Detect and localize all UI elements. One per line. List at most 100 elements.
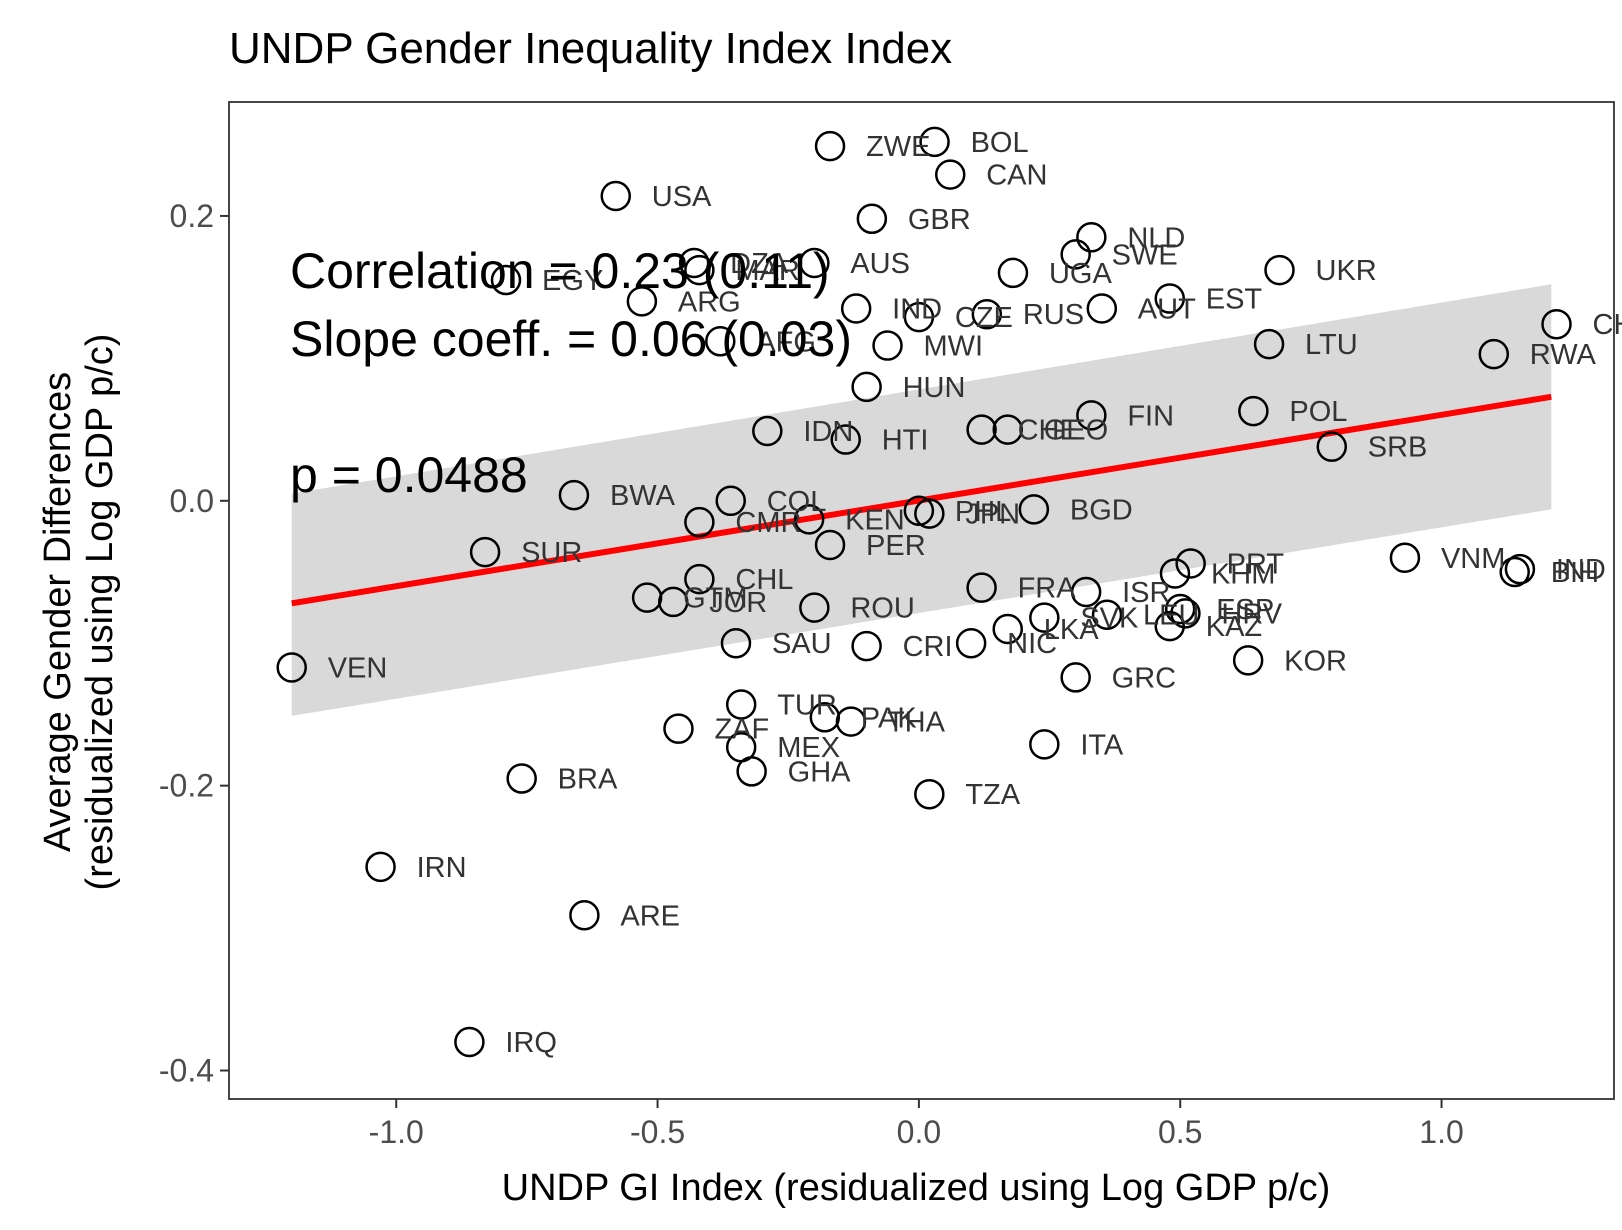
point-label: PAK: [861, 702, 918, 734]
point-label: COL: [767, 486, 827, 518]
point-label: MEX: [777, 732, 840, 764]
data-point: [1253, 328, 1285, 360]
point-label: KHM: [1211, 558, 1275, 590]
data-point: [851, 630, 882, 662]
data-point: [903, 495, 935, 527]
data-point: [1175, 548, 1206, 579]
data-point: [919, 126, 950, 158]
point-label: BWA: [610, 480, 676, 512]
point-label: JPN: [965, 499, 1020, 531]
data-point: [903, 301, 935, 333]
point-label: IND: [892, 294, 942, 326]
x-tick-label: 0.5: [1158, 1114, 1202, 1150]
point-label: BOL: [971, 127, 1029, 159]
point-label: USA: [652, 181, 712, 213]
point-label: IRN: [417, 852, 467, 884]
point-label: GTM: [683, 583, 747, 615]
point-label: CHN: [1593, 309, 1622, 341]
point-label: PRT: [1227, 548, 1285, 580]
point-label: ITA: [1080, 729, 1124, 761]
points-layer: [276, 126, 1572, 1058]
data-point: [840, 293, 872, 324]
point-label: LTU: [1305, 329, 1358, 361]
data-point: [966, 572, 997, 603]
point-label: KOR: [1284, 645, 1347, 677]
point-label: RWA: [1530, 339, 1597, 371]
point-label: ARE: [620, 900, 680, 932]
y-tick-label: -0.2: [159, 768, 214, 804]
data-point: [914, 498, 945, 529]
data-point: [600, 180, 632, 212]
y-tick-label: 0.2: [170, 198, 214, 234]
data-point: [1504, 553, 1536, 585]
point-label: UGA: [1049, 258, 1113, 290]
data-point: [490, 264, 522, 296]
data-point: [1060, 662, 1091, 693]
data-point: [851, 371, 882, 403]
point-label: EGY: [542, 265, 603, 297]
point-label: ROU: [850, 593, 914, 625]
point-label: BGD: [1070, 494, 1133, 526]
point-label: SVK: [1080, 603, 1139, 635]
data-point: [966, 414, 997, 445]
point-label: HUN: [903, 372, 966, 404]
data-point: [678, 247, 710, 279]
data-point: [835, 706, 867, 737]
data-point: [469, 536, 501, 568]
data-point: [657, 586, 689, 618]
data-point: [799, 247, 830, 279]
point-label: LKA: [1044, 614, 1099, 646]
data-point: [663, 713, 694, 744]
data-point: [1232, 645, 1264, 676]
chart-title: UNDP Gender Inequality Index Index: [229, 24, 952, 73]
point-label: IND: [1556, 554, 1606, 586]
data-point: [814, 529, 846, 561]
x-tick-label: 0.0: [897, 1114, 941, 1150]
data-point: [506, 763, 537, 794]
data-point: [1091, 599, 1123, 630]
data-point: [715, 485, 746, 517]
point-label: CZE: [955, 302, 1013, 334]
point-label: NLD: [1127, 222, 1185, 254]
point-label: ARG: [678, 286, 741, 318]
x-axis-title: UNDP GI Index (residualized using Log GD…: [502, 1167, 1331, 1209]
data-point: [684, 563, 715, 595]
data-point: [684, 254, 715, 286]
point-label: ZWE: [866, 131, 930, 163]
data-point: [720, 627, 752, 659]
axes-layer: -1.0 -0.5 0.0 0.5 1.0 -0.4 -0.2 0.0 0.2: [159, 198, 1464, 1150]
data-point: [992, 613, 1023, 645]
point-label: ESP: [1216, 594, 1274, 626]
data-point: [1164, 593, 1196, 625]
data-point: [971, 298, 1003, 330]
point-label: FIN: [1127, 400, 1174, 432]
data-point: [1029, 729, 1060, 760]
point-label: UKR: [1316, 255, 1377, 287]
stats-annotation: Correlation = 0.23 (0.11): [290, 243, 830, 299]
point-label: CHE: [1018, 415, 1079, 447]
point-label: GEO: [1044, 415, 1108, 447]
data-point: [1264, 254, 1295, 286]
x-tick-label: 1.0: [1419, 1114, 1463, 1150]
point-label: KAZ: [1206, 611, 1262, 643]
data-point: [955, 627, 987, 659]
data-point: [1316, 431, 1348, 462]
y-tick-label: 0.0: [170, 483, 214, 519]
data-point: [1086, 293, 1118, 324]
point-label: CRI: [903, 631, 953, 663]
point-label: ISR: [1122, 577, 1170, 609]
point-label: SRB: [1368, 432, 1428, 464]
data-point: [1389, 542, 1421, 574]
data-point: [1541, 308, 1572, 340]
y-axis-title: Average Gender Differences (residualized…: [37, 334, 121, 891]
data-point: [705, 326, 736, 357]
point-label: GHA: [788, 756, 852, 788]
stats-annotation: Slope coeff. = 0.06 (0.03): [290, 311, 852, 367]
data-point: [814, 130, 846, 162]
point-label: HTI: [882, 425, 929, 457]
point-label: CAN: [986, 160, 1047, 192]
data-point: [684, 506, 715, 538]
point-label: PER: [866, 530, 926, 562]
data-point: [1238, 395, 1269, 427]
